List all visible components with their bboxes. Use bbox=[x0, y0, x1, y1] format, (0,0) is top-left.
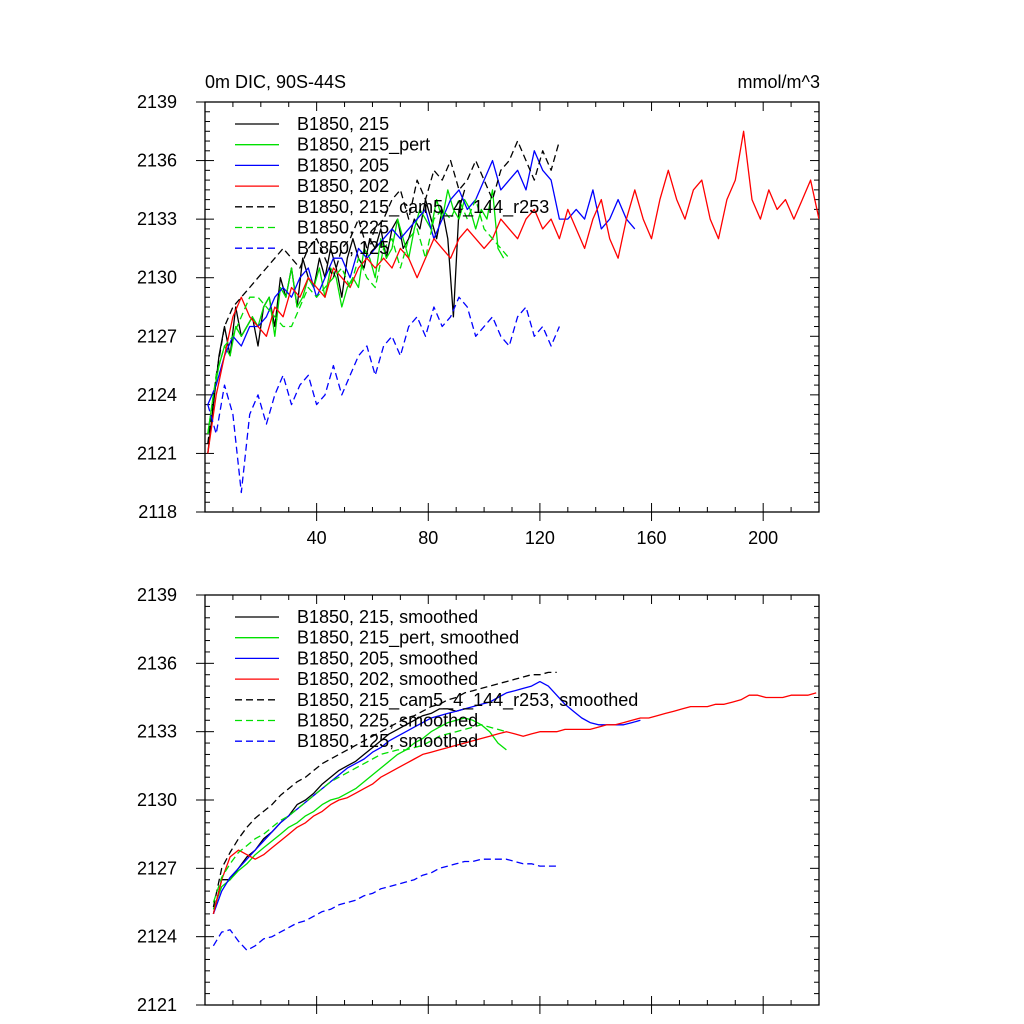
bottom-legend-label-6: B1850, 125, smoothed bbox=[297, 731, 478, 751]
top-y-tick-label: 2136 bbox=[137, 151, 177, 171]
top-panel-title: 0m DIC, 90S-44S bbox=[205, 72, 346, 92]
bottom-legend-label-1: B1850, 215_pert, smoothed bbox=[297, 628, 519, 649]
top-series-line-2 bbox=[207, 150, 636, 405]
bottom-series-line-4 bbox=[212, 671, 557, 908]
bottom-series-line-2 bbox=[212, 680, 641, 915]
top-legend-label-6: B1850, 125 bbox=[297, 238, 389, 258]
top-y-tick-label: 2139 bbox=[137, 92, 177, 112]
top-y-tick-label: 2121 bbox=[137, 443, 177, 463]
top-x-tick-label: 200 bbox=[748, 528, 778, 548]
top-legend-label-4: B1850, 215_cam5_4_144_r253 bbox=[297, 197, 549, 218]
top-panel-units: mmol/m^3 bbox=[738, 72, 820, 92]
bottom-y-tick-label: 2121 bbox=[137, 995, 177, 1015]
bottom-y-tick-label: 2127 bbox=[137, 858, 177, 878]
top-panel: 0m DIC, 90S-44S mmol/m^3 40 80 120 160 200 21… bbox=[137, 72, 820, 548]
top-series-group bbox=[207, 130, 819, 494]
top-legend-label-1: B1850, 215_pert bbox=[297, 135, 430, 156]
bottom-y-tick-label: 2136 bbox=[137, 653, 177, 673]
bottom-y-tick-label: 2139 bbox=[137, 585, 177, 605]
bottom-legend-label-2: B1850, 205, smoothed bbox=[297, 648, 478, 668]
top-x-tick-label: 160 bbox=[637, 528, 667, 548]
bottom-series-line-6 bbox=[212, 858, 557, 951]
bottom-legend-label-3: B1850, 202, smoothed bbox=[297, 669, 478, 689]
bottom-panel: 2121 2124 2127 2130 2133 2136 2139 B1850, 215, … bbox=[137, 585, 820, 1015]
bottom-series-line-5 bbox=[212, 724, 507, 903]
top-series-line-5 bbox=[207, 198, 510, 434]
bottom-series-line-1 bbox=[212, 717, 507, 910]
bottom-y-tick-label: 2124 bbox=[137, 927, 177, 947]
bottom-legend-label-4: B1850, 215_cam5_4_144_r253, smoothed bbox=[297, 690, 638, 711]
top-x-tick-label: 120 bbox=[525, 528, 555, 548]
top-series-line-4 bbox=[207, 140, 561, 444]
bottom-series-line-3 bbox=[212, 692, 817, 915]
top-y-tick-label: 2127 bbox=[137, 326, 177, 346]
top-y-tick-label: 2133 bbox=[137, 209, 177, 229]
top-series-line-6 bbox=[207, 296, 560, 494]
top-legend-label-5: B1850, 225 bbox=[297, 218, 389, 238]
top-x-tick-label: 40 bbox=[307, 528, 327, 548]
top-legend-label-3: B1850, 202 bbox=[297, 176, 389, 196]
bottom-legend-label-5: B1850, 225, smoothed bbox=[297, 711, 478, 731]
top-series-line-3 bbox=[207, 130, 819, 454]
top-y-tick-label: 2130 bbox=[137, 268, 177, 288]
top-legend-label-0: B1850, 215 bbox=[297, 114, 389, 134]
top-y-tick-label: 2124 bbox=[137, 385, 177, 405]
top-x-tick-label: 80 bbox=[418, 528, 438, 548]
top-y-tick-label: 2118 bbox=[138, 502, 177, 522]
bottom-series-group bbox=[212, 671, 817, 951]
top-plot-area: 40 80 120 160 200 2118 2121 2124 2127 2130 2133 213… bbox=[137, 92, 820, 548]
bottom-plot-area: 2121 2124 2127 2130 2133 2136 2139 B1850, 215, … bbox=[137, 585, 820, 1015]
bottom-legend-label-0: B1850, 215, smoothed bbox=[297, 607, 478, 627]
top-legend-label-2: B1850, 205 bbox=[297, 155, 389, 175]
bottom-y-tick-label: 2130 bbox=[137, 790, 177, 810]
bottom-y-tick-label: 2133 bbox=[137, 722, 177, 742]
